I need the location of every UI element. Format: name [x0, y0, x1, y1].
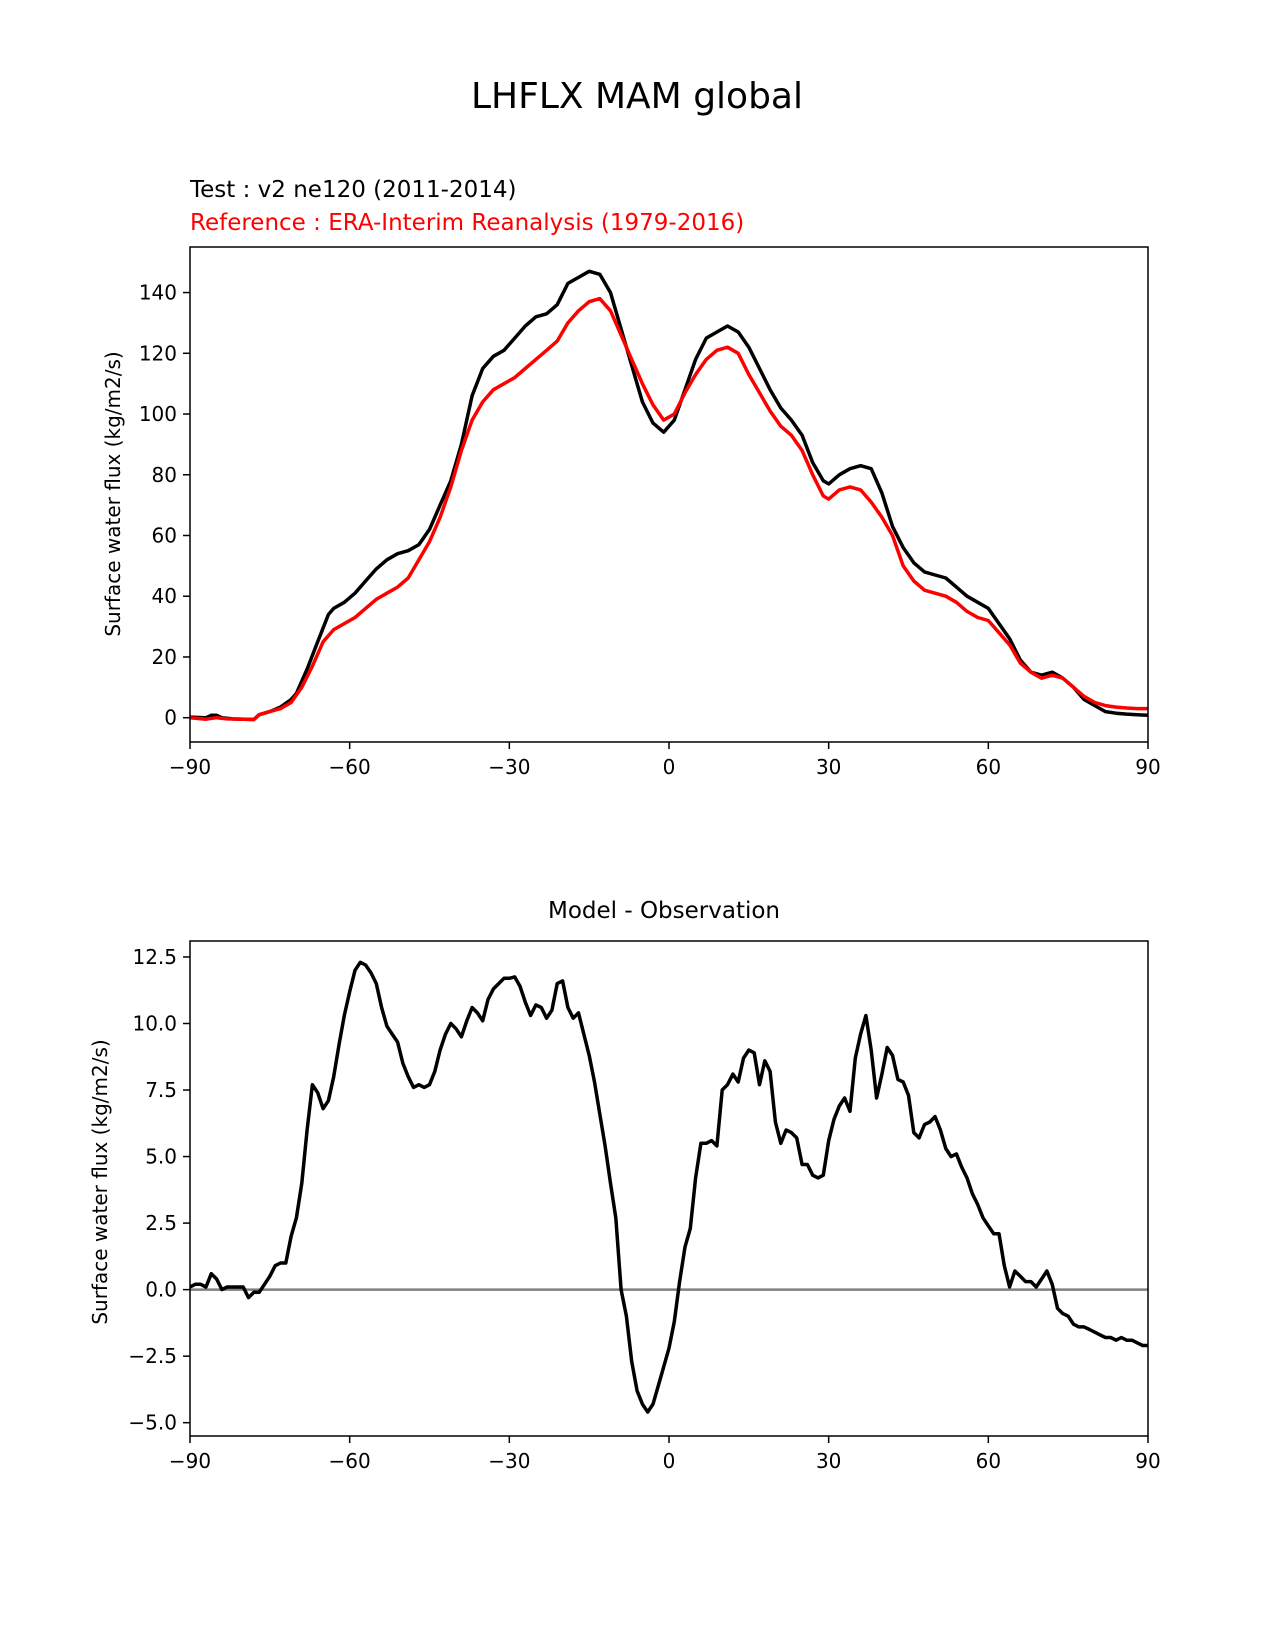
bottom-x-tick-label: 0	[663, 1449, 676, 1473]
bottom-x-tick-label: −60	[329, 1449, 371, 1473]
bottom-ylabel: Surface water flux (kg/m2/s)	[88, 1039, 112, 1324]
top-axes-frame	[189, 246, 1149, 743]
top-y-tick-label: 0	[164, 706, 177, 730]
bottom-series-model-observation	[190, 960, 1148, 1414]
bottom-x-tick-label: 60	[976, 1449, 1001, 1473]
bottom-x-tick-label: 30	[816, 1449, 841, 1473]
bottom-y-tick-label: −5.0	[128, 1411, 177, 1435]
top-x-tick-label: 30	[816, 755, 841, 779]
top-y-tick-label: 40	[152, 584, 177, 608]
bottom-title: Model - Observation	[548, 898, 780, 924]
bottom-plot-area: −90 −60 −30 0 30 60 90 −5.0 −2.5 0.0 2.5 5.0 7.5 10.0…	[128, 940, 1161, 1473]
bottom-y-tick-label: 5.0	[145, 1145, 177, 1169]
top-y-tick-label: 60	[152, 523, 177, 547]
bottom-y-tick-label: 0.0	[145, 1278, 177, 1302]
top-x-tick-label: −60	[329, 755, 371, 779]
top-y-tick-label: 80	[152, 463, 177, 487]
bottom-x-tick-label: −90	[169, 1449, 211, 1473]
figure-title: LHFLX MAM global	[471, 76, 803, 117]
bottom-y-tick-label: 7.5	[145, 1078, 177, 1102]
reference-title: Reference : ERA-Interim Reanalysis (1979…	[190, 210, 744, 236]
bottom-y-tick-label: 12.5	[132, 945, 177, 969]
test-title: Test : v2 ne120 (2011-2014)	[189, 177, 516, 203]
top-series-reference	[190, 296, 1148, 722]
bottom-y-tick-label: 2.5	[145, 1211, 177, 1235]
top-y-tick-label: 100	[139, 402, 177, 426]
bottom-y-tick-label: −2.5	[128, 1344, 177, 1368]
top-x-tick-label: −90	[169, 755, 211, 779]
bottom-panel: Model - Observation Surface water flux (…	[88, 898, 1161, 1473]
bottom-x-tick-label: −30	[488, 1449, 530, 1473]
top-x-tick-label: 90	[1135, 755, 1160, 779]
top-plot-area: −90 −60 −30 0 30 60 90 0 20 40 60 80 100 120 140	[139, 246, 1161, 779]
top-x-tick-label: −30	[488, 755, 530, 779]
top-y-tick-label: 140	[139, 281, 177, 305]
bottom-x-tick-label: 90	[1135, 1449, 1160, 1473]
top-x-tick-label: 0	[663, 755, 676, 779]
top-y-tick-label: 20	[152, 645, 177, 669]
top-x-tick-label: 60	[976, 755, 1001, 779]
top-ylabel: Surface water flux (kg/m2/s)	[101, 351, 125, 636]
bottom-y-tick-label: 10.0	[132, 1012, 177, 1036]
top-y-tick-label: 120	[139, 341, 177, 365]
top-series-test	[190, 269, 1148, 722]
top-panel: Test : v2 ne120 (2011-2014) Reference : …	[101, 177, 1161, 779]
bottom-axes-frame	[189, 940, 1149, 1437]
